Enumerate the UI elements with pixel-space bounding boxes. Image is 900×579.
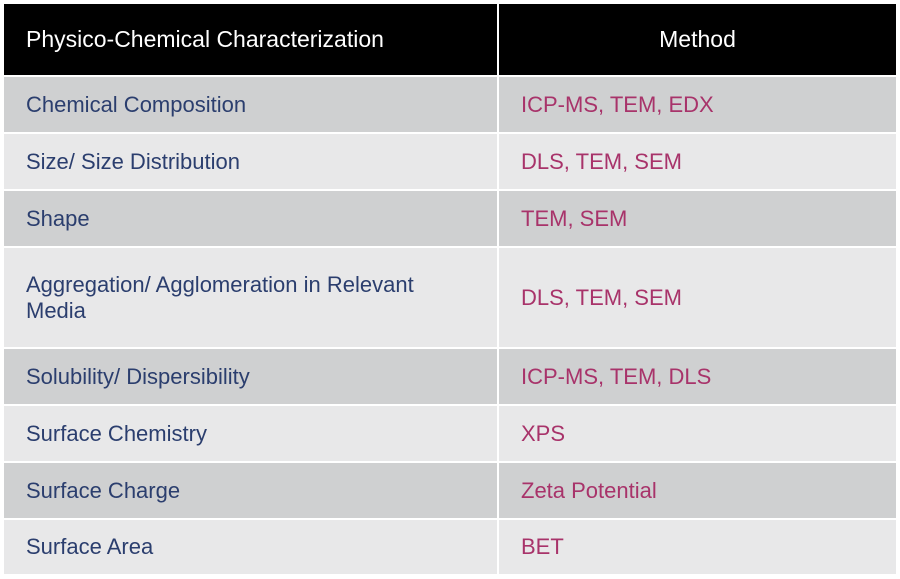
cell-property: Chemical Composition	[4, 75, 498, 133]
cell-property: Aggregation/ Agglomeration in Relevant M…	[4, 246, 498, 348]
cell-property: Surface Charge	[4, 461, 498, 519]
cell-property: Size/ Size Distribution	[4, 132, 498, 190]
characterization-table: Physico-Chemical Characterization Method…	[4, 4, 896, 574]
cell-method: Zeta Potential	[497, 461, 896, 519]
table-row: Shape TEM, SEM	[4, 189, 896, 247]
cell-method: BET	[497, 518, 896, 574]
table-row: Surface Charge Zeta Potential	[4, 461, 896, 519]
cell-method: DLS, TEM, SEM	[497, 246, 896, 348]
table-row: Aggregation/ Agglomeration in Relevant M…	[4, 246, 896, 348]
cell-property: Solubility/ Dispersibility	[4, 347, 498, 405]
cell-method: XPS	[497, 404, 896, 462]
table-row: Chemical Composition ICP-MS, TEM, EDX	[4, 75, 896, 133]
cell-method: DLS, TEM, SEM	[497, 132, 896, 190]
header-property: Physico-Chemical Characterization	[4, 4, 498, 76]
cell-method: TEM, SEM	[497, 189, 896, 247]
cell-property: Shape	[4, 189, 498, 247]
table-row: Surface Area BET	[4, 518, 896, 574]
table-row: Solubility/ Dispersibility ICP-MS, TEM, …	[4, 347, 896, 405]
cell-method: ICP-MS, TEM, EDX	[497, 75, 896, 133]
table-header-row: Physico-Chemical Characterization Method	[4, 4, 896, 76]
table-row: Surface Chemistry XPS	[4, 404, 896, 462]
cell-property: Surface Chemistry	[4, 404, 498, 462]
header-method: Method	[497, 4, 896, 76]
cell-property: Surface Area	[4, 518, 498, 574]
cell-method: ICP-MS, TEM, DLS	[497, 347, 896, 405]
table-row: Size/ Size Distribution DLS, TEM, SEM	[4, 132, 896, 190]
